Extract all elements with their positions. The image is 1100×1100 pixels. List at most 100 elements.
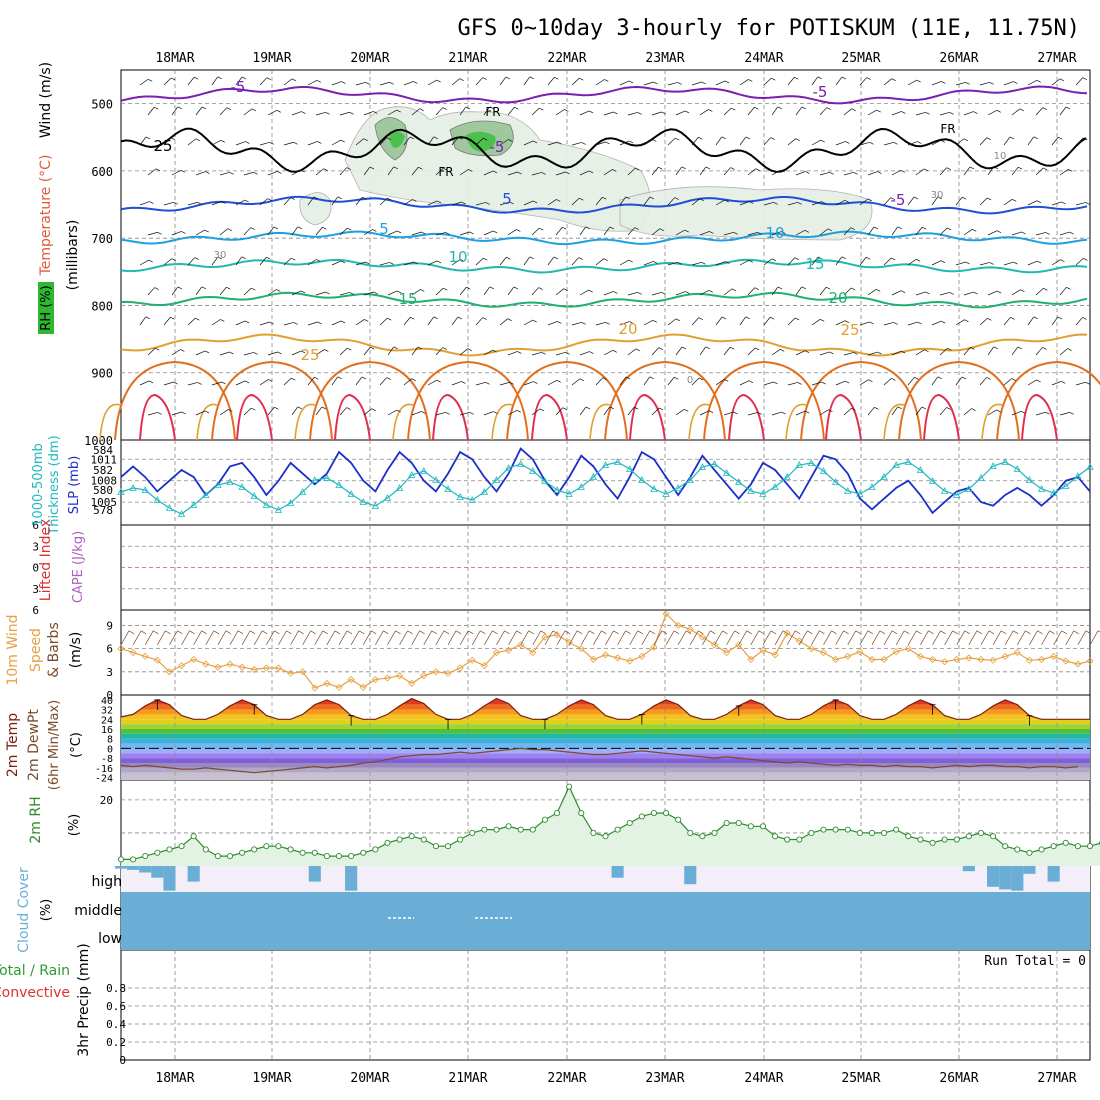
wind-barb-flag xyxy=(541,172,546,175)
wind-barb xyxy=(435,411,446,416)
wind-barb-flag xyxy=(805,171,810,174)
wind-barb-flag xyxy=(358,630,365,635)
wind-barb-flag xyxy=(1066,286,1071,290)
wind-barb-flag xyxy=(869,321,874,325)
wind-barb xyxy=(531,408,541,416)
wind-barb xyxy=(1027,379,1037,386)
wind-barb xyxy=(195,350,206,356)
wind-barb xyxy=(787,138,796,146)
wind-barb xyxy=(619,376,627,386)
rh-point xyxy=(590,829,597,836)
wind-barb-flag xyxy=(653,81,658,85)
rh-point xyxy=(214,853,221,860)
wind-speed-point xyxy=(165,668,174,676)
rh-point xyxy=(953,836,960,843)
wind-barb xyxy=(475,381,486,386)
wind-barb-flag xyxy=(731,107,736,111)
temp-band xyxy=(121,719,1090,725)
wind-barb xyxy=(771,231,782,236)
rh-point xyxy=(699,833,706,840)
wind-barb-flag xyxy=(585,406,591,410)
wind-barb-flag xyxy=(970,346,975,350)
wind-barb-flag xyxy=(396,109,401,113)
wind-barb xyxy=(1011,108,1021,116)
wind-barb-flag xyxy=(675,318,681,322)
wind-barb-flag xyxy=(509,382,514,385)
wind-barb-flag xyxy=(324,349,329,352)
wind-barb xyxy=(1035,347,1043,356)
wind-barb xyxy=(931,196,939,206)
wind-barb xyxy=(331,139,341,146)
contour-label: 30 xyxy=(931,190,944,201)
wind-speed-point xyxy=(1062,657,1070,665)
wind-barb-flag xyxy=(1018,166,1023,170)
wind-speed-point xyxy=(747,655,755,664)
wind-barb xyxy=(339,111,350,116)
wind-barb xyxy=(843,108,852,116)
wind-barb-flag xyxy=(925,111,930,115)
y-axis-labels: Wind (m/s)Temperature (°C)RH (%)(milliba… xyxy=(0,62,92,1057)
wind-barb-flag xyxy=(180,169,185,173)
thickness-point xyxy=(626,465,634,472)
wind-barb-flag xyxy=(877,171,882,174)
wind-barb xyxy=(835,256,843,266)
wind-speed-point xyxy=(892,648,900,656)
wind-barb xyxy=(375,630,384,645)
wind-barb xyxy=(307,196,315,206)
contour-label: 5 xyxy=(379,220,389,238)
ylabel-cloud-cover: Cloud Cover xyxy=(16,867,32,953)
wind-barb-flag xyxy=(273,226,279,230)
wind-barb xyxy=(595,79,605,86)
wind-barb xyxy=(859,77,867,86)
cloud-high-bar xyxy=(114,866,128,869)
wind-barb-flag xyxy=(148,380,154,384)
wind-barb xyxy=(475,257,484,266)
thickness-point xyxy=(262,501,271,508)
wind-barb xyxy=(459,231,470,236)
wind-barb xyxy=(132,630,142,645)
surface-heat-contour xyxy=(531,393,568,441)
wind-barb xyxy=(774,630,784,645)
wind-barb xyxy=(147,168,157,176)
wind-barb xyxy=(267,109,277,116)
thickness-point xyxy=(177,510,186,517)
wind-barb-flag xyxy=(244,199,249,203)
wind-barb xyxy=(547,199,557,206)
wind-barb-flag xyxy=(757,412,762,415)
wind-speed-point xyxy=(989,656,997,664)
rh-point xyxy=(384,839,391,846)
wind-barb xyxy=(483,411,494,416)
wind-barb xyxy=(307,321,318,326)
wind-barb xyxy=(843,227,852,236)
wind-barb-flag xyxy=(300,290,306,294)
wind-barb-flag xyxy=(771,258,777,262)
wind-barb xyxy=(219,228,228,236)
wind-barb xyxy=(963,347,971,356)
wind-barb-flag xyxy=(483,137,488,141)
wind-barb xyxy=(835,76,843,86)
wind-speed-point xyxy=(614,654,622,662)
wind-barb xyxy=(171,231,182,236)
wind-barb xyxy=(283,197,291,206)
wind-barb-flag xyxy=(866,77,871,80)
cloud-high-bar xyxy=(987,866,1000,887)
wind-barb-flag xyxy=(965,81,970,85)
wind-barb xyxy=(283,377,292,386)
wind-barb-flag xyxy=(652,139,657,142)
wind-barb-flag xyxy=(661,111,666,115)
wind-barb xyxy=(1051,316,1059,326)
wind-barb xyxy=(811,76,819,86)
wind-barb xyxy=(811,319,821,326)
wind-barb xyxy=(235,199,245,206)
wind-barb-flag xyxy=(556,199,561,202)
wind-barb-flag xyxy=(733,231,738,235)
boundary-layer-contour xyxy=(211,360,333,441)
wind-barb-flag xyxy=(442,347,447,350)
wind-barb xyxy=(627,227,635,236)
wind-barb xyxy=(120,630,130,645)
temp-tick-label: 0 xyxy=(107,744,113,755)
wind-barb xyxy=(507,229,517,236)
wind-tick-label: 3 xyxy=(106,666,113,679)
wind-barb xyxy=(411,231,422,236)
wind-barb xyxy=(187,317,196,326)
